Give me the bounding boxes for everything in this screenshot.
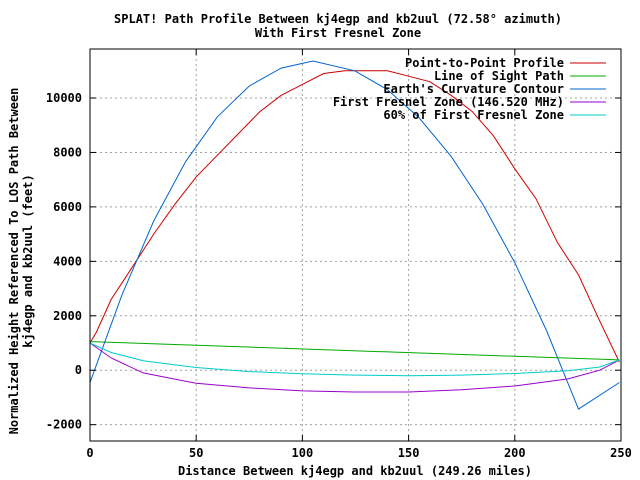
y-tick-label: 0 xyxy=(75,363,82,377)
legend-label-4: 60% of First Fresnel Zone xyxy=(383,108,564,122)
legend-label-3: First Fresnel Zone (146.520 MHz) xyxy=(333,95,564,109)
y-tick-label: -2000 xyxy=(46,418,82,432)
data-series xyxy=(89,60,620,410)
series-line-0 xyxy=(89,70,620,363)
x-tick-label: 0 xyxy=(86,446,93,460)
x-tick-label: 200 xyxy=(504,446,526,460)
x-tick-label: 150 xyxy=(398,446,420,460)
y-tick-label: 2000 xyxy=(53,309,82,323)
x-tick-label: 250 xyxy=(610,446,632,460)
chart-title: SPLAT! Path Profile Between kj4egp and k… xyxy=(114,12,562,26)
x-axis-label: Distance Between kj4egp and kb2uul (249.… xyxy=(178,464,532,478)
axis-ticks: 0 50 100 150 200 250 -2000 0 2000 4000 6000 8000 100… xyxy=(46,49,632,460)
series-line-3 xyxy=(89,342,620,393)
legend-label-1: Line of Sight Path xyxy=(434,69,564,83)
y-tick-label: 4000 xyxy=(53,254,82,268)
y-axis-label-line1: Normalized Height Referenced To LOS Path… xyxy=(7,88,21,435)
chart-subtitle: With First Fresnel Zone xyxy=(255,26,421,40)
y-axis-label-line2: kj4egp and kb2uul (feet) xyxy=(21,174,35,347)
y-tick-label: 6000 xyxy=(53,200,82,214)
x-tick-label: 50 xyxy=(189,446,203,460)
gridlines xyxy=(90,49,621,441)
series-line-1 xyxy=(89,341,620,361)
legend-label-2: Earth's Curvature Contour xyxy=(383,82,564,96)
x-tick-label: 100 xyxy=(292,446,314,460)
series-line-4 xyxy=(89,342,620,377)
legend-label-0: Point-to-Point Profile xyxy=(405,56,564,70)
plot-frame xyxy=(89,48,622,442)
y-tick-label: 10000 xyxy=(46,91,82,105)
series-line-2 xyxy=(89,60,620,410)
y-tick-label: 8000 xyxy=(53,145,82,159)
